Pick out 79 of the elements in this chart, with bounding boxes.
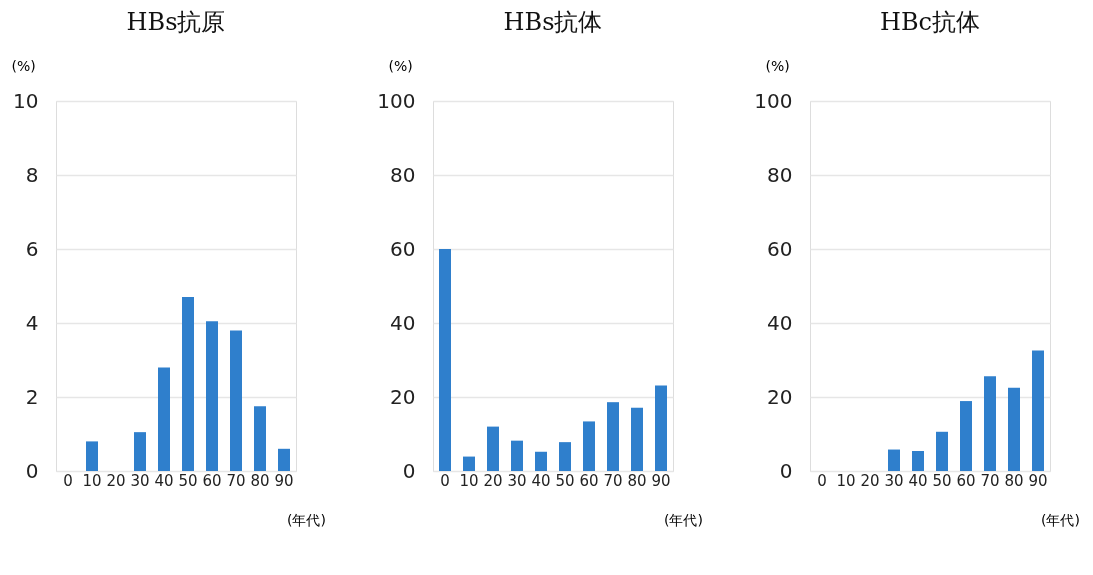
bar: [182, 297, 194, 471]
y-tick-label: 10: [13, 88, 39, 113]
y-tick-label: 20: [767, 384, 793, 409]
x-axis-title: (年代): [287, 511, 326, 528]
x-tick-label: 10: [82, 471, 102, 490]
x-axis-title: (年代): [1041, 511, 1080, 528]
x-tick-label: 40: [154, 471, 174, 490]
x-tick-label: 80: [1004, 471, 1024, 490]
y-tick-label: 8: [25, 162, 39, 187]
bar: [607, 402, 619, 471]
y-axis-title: (%): [765, 57, 790, 74]
x-tick-label: 40: [908, 471, 928, 490]
x-tick-label: 20: [860, 471, 880, 490]
bar: [206, 321, 218, 471]
x-tick-label: 50: [178, 471, 198, 490]
bar: [1032, 350, 1044, 471]
x-tick-label: 70: [980, 471, 1000, 490]
bar: [487, 426, 499, 471]
y-tick-label: 40: [390, 310, 416, 335]
x-axis-title: (年代): [664, 511, 703, 528]
bar: [936, 431, 948, 471]
bar: [888, 449, 900, 471]
x-tick-label: 80: [250, 471, 270, 490]
x-tick-label: 50: [555, 471, 575, 490]
y-tick-label: 60: [767, 236, 793, 261]
y-axis-title: (%): [11, 57, 36, 74]
x-tick-label: 0: [817, 471, 827, 490]
y-tick-label: 6: [25, 236, 39, 261]
bar: [655, 385, 667, 471]
x-tick-label: 60: [202, 471, 222, 490]
x-tick-label: 70: [603, 471, 623, 490]
y-tick-label: 4: [25, 310, 39, 335]
bar: [583, 421, 595, 471]
bar: [439, 249, 451, 471]
bar: [86, 441, 98, 471]
bar: [559, 442, 571, 471]
x-tick-label: 60: [579, 471, 599, 490]
bar: [254, 406, 266, 471]
y-tick-label: 60: [390, 236, 416, 261]
y-axis-title: (%): [388, 57, 413, 74]
bar: [511, 440, 523, 471]
bar: [960, 401, 972, 471]
x-tick-label: 10: [836, 471, 856, 490]
x-tick-label: 30: [884, 471, 904, 490]
chart-title: HBc抗体: [879, 8, 981, 36]
x-tick-label: 20: [106, 471, 126, 490]
y-tick-label: 2: [25, 384, 39, 409]
x-tick-label: 30: [507, 471, 527, 490]
bar: [158, 367, 170, 471]
bar: [912, 451, 924, 471]
bar: [230, 330, 242, 471]
x-tick-label: 50: [932, 471, 952, 490]
y-tick-label: 80: [390, 162, 416, 187]
bar: [984, 376, 996, 471]
y-tick-label: 100: [377, 88, 416, 113]
y-tick-label: 100: [754, 88, 793, 113]
x-tick-label: 90: [1028, 471, 1048, 490]
bar: [463, 456, 475, 471]
x-tick-label: 0: [63, 471, 73, 490]
x-tick-label: 60: [956, 471, 976, 490]
x-tick-label: 20: [483, 471, 503, 490]
x-tick-label: 30: [130, 471, 150, 490]
x-tick-label: 0: [440, 471, 450, 490]
bar: [134, 432, 146, 471]
x-tick-label: 10: [459, 471, 479, 490]
chart-title: HBs抗体: [503, 8, 603, 36]
y-tick-label: 40: [767, 310, 793, 335]
bar: [1008, 387, 1020, 471]
y-tick-label: 20: [390, 384, 416, 409]
x-tick-label: 90: [651, 471, 671, 490]
chart-title: HBs抗原: [126, 8, 226, 36]
x-tick-label: 80: [627, 471, 647, 490]
bar: [278, 448, 290, 471]
x-tick-label: 90: [274, 471, 294, 490]
bar: [631, 407, 643, 471]
bar: [535, 451, 547, 471]
y-tick-label: 80: [767, 162, 793, 187]
x-tick-label: 40: [531, 471, 551, 490]
x-tick-label: 70: [226, 471, 246, 490]
